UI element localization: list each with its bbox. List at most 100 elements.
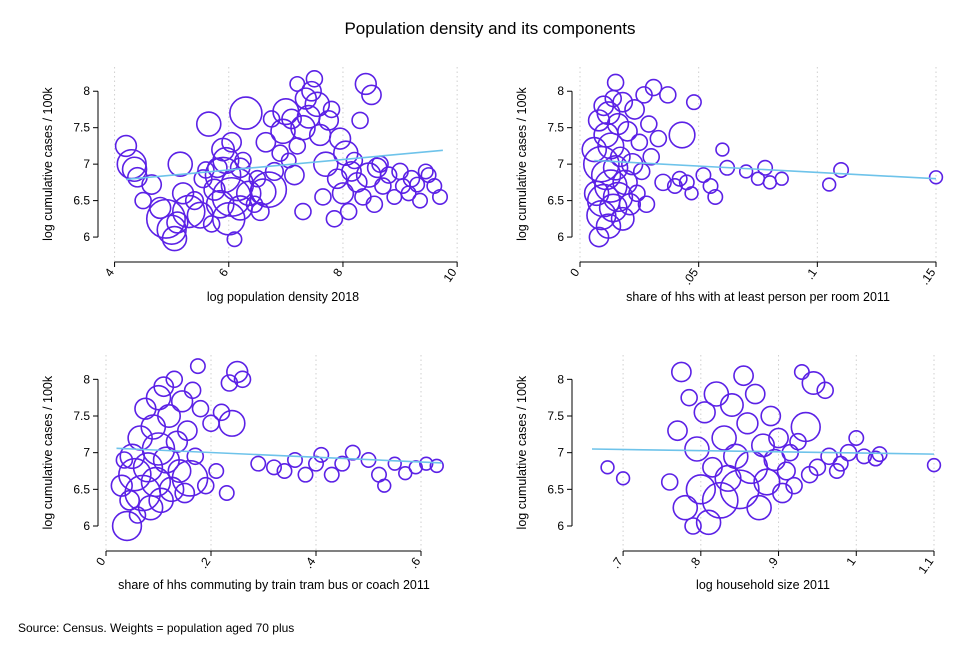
data-point — [189, 358, 206, 375]
fit-line — [591, 448, 935, 455]
data-point — [672, 494, 699, 521]
data-point — [195, 111, 222, 137]
data-point — [808, 458, 827, 477]
data-point — [693, 401, 716, 424]
y-tick-label: 6.5 — [547, 194, 564, 208]
data-point — [148, 487, 174, 514]
data-point — [145, 198, 186, 239]
data-point — [402, 169, 421, 188]
data-point — [351, 111, 369, 130]
data-point — [684, 517, 702, 535]
data-point — [668, 121, 696, 149]
data-point — [757, 159, 774, 176]
data-point — [334, 455, 351, 472]
figure-title: Population density and its components — [344, 19, 635, 38]
data-point — [235, 180, 262, 207]
data-point — [301, 80, 322, 102]
data-point — [429, 458, 444, 474]
y-tick-label: 7 — [83, 157, 90, 171]
data-point — [602, 181, 634, 213]
data-point — [226, 360, 249, 384]
data-point — [286, 451, 303, 468]
y-tick-label: 6.5 — [73, 194, 90, 208]
data-point — [165, 430, 189, 453]
data-point — [763, 448, 786, 472]
data-point — [270, 118, 296, 145]
data-point — [171, 194, 206, 229]
data-point — [659, 86, 677, 104]
data-point — [305, 70, 324, 88]
data-point — [753, 468, 781, 496]
data-point — [118, 457, 152, 492]
data-point — [265, 459, 282, 476]
y-tick-label: 7 — [557, 157, 564, 171]
data-point — [744, 383, 766, 405]
data-point — [354, 72, 377, 96]
data-point — [193, 169, 213, 189]
data-point — [183, 381, 202, 400]
data-point — [654, 173, 672, 192]
y-tick-label: 7.5 — [73, 121, 90, 135]
fit-line — [125, 149, 443, 181]
data-point — [790, 411, 821, 443]
data-point — [186, 447, 205, 466]
data-point — [736, 412, 759, 435]
data-point — [132, 452, 164, 483]
data-point — [323, 466, 340, 483]
data-point — [820, 447, 838, 466]
data-point — [202, 215, 221, 233]
data-point — [750, 433, 775, 458]
data-point — [624, 99, 645, 120]
data-point — [640, 115, 658, 133]
data-point — [867, 450, 884, 467]
data-point — [184, 191, 205, 211]
data-point — [595, 213, 622, 239]
data-point — [156, 214, 187, 245]
data-point — [161, 225, 188, 252]
data-point — [208, 462, 225, 479]
data-point — [294, 202, 312, 221]
y-axis-title: log cumulative cases / 100k — [515, 375, 529, 529]
data-point — [644, 78, 663, 97]
data-point — [746, 494, 772, 521]
data-point — [313, 446, 330, 463]
data-point — [785, 476, 803, 495]
data-point — [711, 425, 737, 451]
data-point — [695, 509, 722, 536]
data-point — [432, 188, 449, 205]
data-point — [141, 174, 163, 195]
x-axis-title: log household size 2011 — [696, 578, 830, 592]
data-point — [115, 451, 134, 469]
y-tick-label: 6 — [83, 519, 90, 533]
data-point — [588, 226, 610, 248]
data-point — [701, 481, 739, 519]
data-point — [628, 184, 646, 203]
data-point — [609, 146, 631, 168]
data-point — [926, 457, 942, 473]
y-tick-label: 8 — [83, 84, 90, 98]
data-point — [685, 94, 702, 111]
data-point — [738, 164, 754, 179]
data-point — [828, 462, 845, 479]
y-tick-label: 6 — [557, 519, 564, 533]
data-point — [114, 134, 138, 158]
data-point — [196, 476, 215, 495]
data-point — [612, 91, 634, 113]
data-point — [600, 460, 615, 475]
data-point — [649, 129, 668, 148]
data-point — [250, 455, 267, 472]
y-tick-label: 7.5 — [547, 409, 564, 423]
y-tick-label: 7 — [83, 446, 90, 460]
data-point — [379, 166, 398, 184]
y-tick-label: 7.5 — [547, 121, 564, 135]
data-point — [719, 392, 744, 417]
data-point — [111, 510, 143, 542]
data-point — [776, 461, 796, 481]
data-point — [250, 171, 288, 209]
data-point — [684, 436, 710, 462]
data-point — [339, 202, 358, 221]
data-point — [158, 476, 185, 503]
data-point — [816, 381, 834, 400]
data-point — [374, 177, 392, 195]
